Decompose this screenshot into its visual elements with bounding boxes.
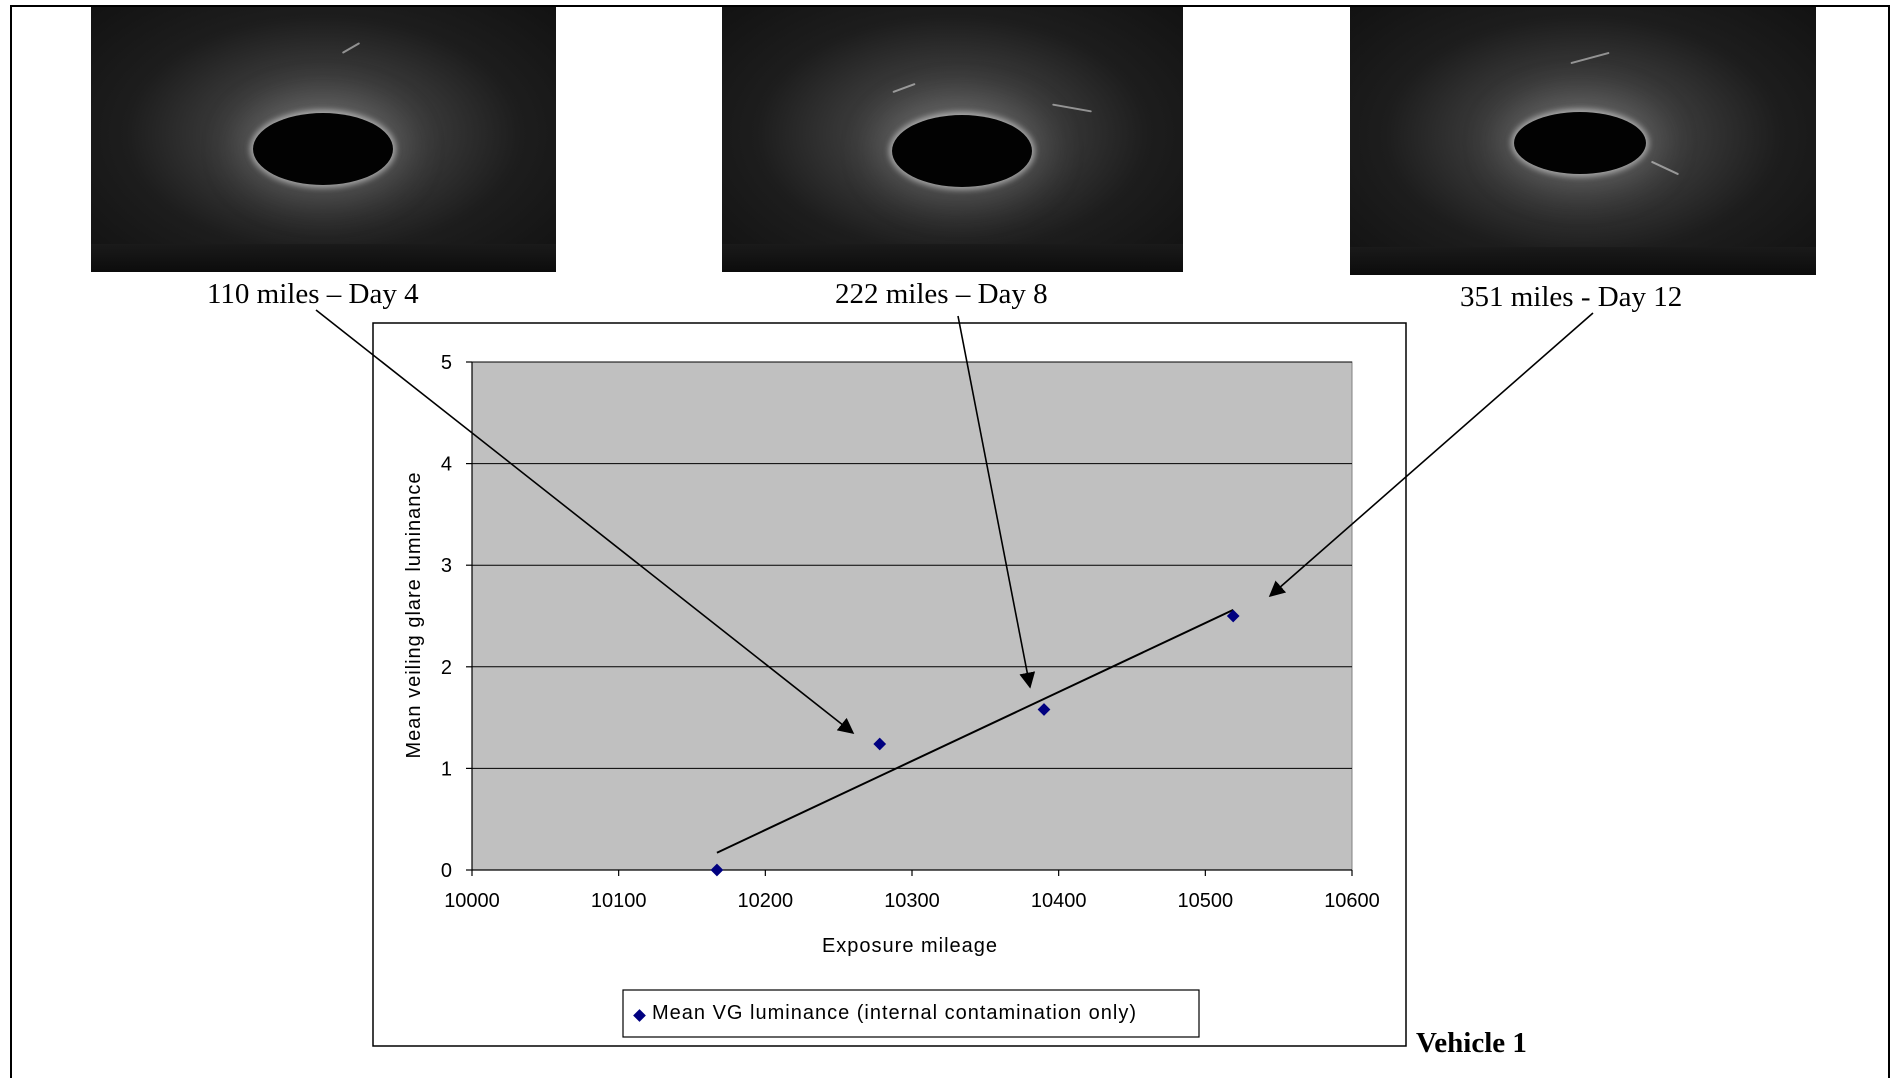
legend: Mean VG luminance (internal contaminatio…	[622, 989, 1200, 1038]
vehicle-label: Vehicle 1	[1416, 1027, 1527, 1059]
legend-box	[622, 989, 1200, 1038]
annotation-arrow-day-4	[315, 309, 855, 734]
photo-caption-day-8: 222 miles – Day 8	[835, 278, 1048, 310]
photo-110-miles	[91, 7, 556, 272]
annotation-arrow-day-8	[957, 315, 1036, 689]
x-tick-label: 10400	[1031, 890, 1087, 912]
y-tick-label: 4	[441, 454, 452, 476]
x-axis-label: Exposure mileage	[822, 935, 998, 957]
legend-entry-label: Mean VG luminance (internal contaminatio…	[652, 1002, 1137, 1024]
y-tick-label: 0	[441, 860, 452, 882]
photo-floor	[722, 244, 1183, 272]
y-tick-label: 5	[441, 352, 452, 374]
frame-top-border	[10, 5, 1890, 7]
photo-floor	[91, 244, 556, 272]
y-tick-label: 3	[441, 555, 452, 577]
photo-aperture	[1514, 112, 1646, 174]
x-tick-label: 10200	[738, 890, 794, 912]
x-tick-label: 10000	[444, 890, 500, 912]
trendline	[716, 608, 1234, 854]
photo-351-miles	[1350, 7, 1816, 275]
photo-floor	[1350, 247, 1816, 275]
photo-aperture	[253, 113, 393, 185]
photo-caption-day-4: 110 miles – Day 4	[207, 278, 419, 310]
frame-right-border	[1888, 5, 1890, 1078]
frame-left-border	[10, 5, 12, 1078]
y-axis-label: Mean veiling glare luminance	[403, 471, 425, 758]
x-tick-label: 10100	[591, 890, 647, 912]
x-tick-label: 10600	[1324, 890, 1380, 912]
annotation-arrow-day-12	[1268, 312, 1594, 598]
x-tick-label: 10500	[1178, 890, 1234, 912]
y-tick-label: 1	[441, 758, 452, 780]
photo-222-miles	[722, 7, 1183, 272]
y-tick-label: 2	[441, 657, 452, 679]
plot-area	[471, 361, 1353, 871]
photo-aperture	[892, 115, 1032, 187]
photo-caption-day-12: 351 miles - Day 12	[1460, 281, 1683, 313]
x-tick-label: 10300	[884, 890, 940, 912]
